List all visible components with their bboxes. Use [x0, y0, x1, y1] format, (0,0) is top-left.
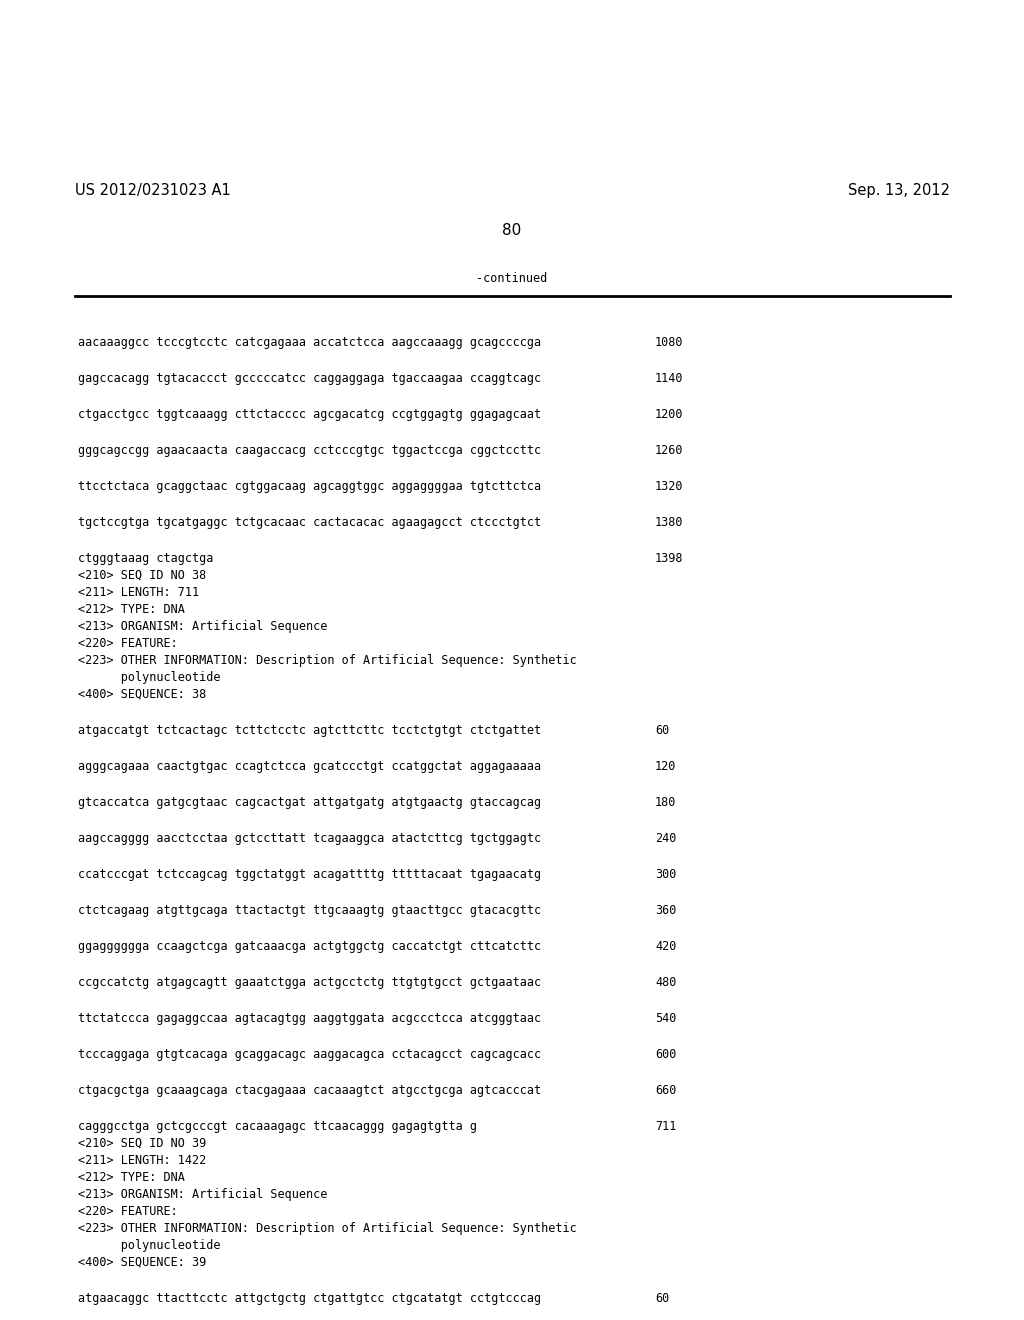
Text: <211> LENGTH: 711: <211> LENGTH: 711: [78, 586, 199, 599]
Text: 711: 711: [655, 1119, 677, 1133]
Text: 480: 480: [655, 975, 677, 989]
Text: 420: 420: [655, 940, 677, 953]
Text: ttctatccca gagaggccaa agtacagtgg aaggtggata acgccctcca atcgggtaac: ttctatccca gagaggccaa agtacagtgg aaggtgg…: [78, 1012, 541, 1026]
Text: ctgggtaaag ctagctga: ctgggtaaag ctagctga: [78, 552, 213, 565]
Text: <212> TYPE: DNA: <212> TYPE: DNA: [78, 603, 185, 616]
Text: US 2012/0231023 A1: US 2012/0231023 A1: [75, 183, 230, 198]
Text: <223> OTHER INFORMATION: Description of Artificial Sequence: Synthetic: <223> OTHER INFORMATION: Description of …: [78, 1222, 577, 1236]
Text: <213> ORGANISM: Artificial Sequence: <213> ORGANISM: Artificial Sequence: [78, 1188, 328, 1201]
Text: -continued: -continued: [476, 272, 548, 285]
Text: 120: 120: [655, 760, 677, 774]
Text: aacaaaggcc tcccgtcctc catcgagaaa accatctcca aagccaaagg gcagccccga: aacaaaggcc tcccgtcctc catcgagaaa accatct…: [78, 337, 541, 348]
Text: tgctccgtga tgcatgaggc tctgcacaac cactacacac agaagagcct ctccctgtct: tgctccgtga tgcatgaggc tctgcacaac cactaca…: [78, 516, 541, 529]
Text: polynucleotide: polynucleotide: [78, 1239, 220, 1251]
Text: 1200: 1200: [655, 408, 683, 421]
Text: 540: 540: [655, 1012, 677, 1026]
Text: ctgacctgcc tggtcaaagg cttctacccc agcgacatcg ccgtggagtg ggagagcaat: ctgacctgcc tggtcaaagg cttctacccc agcgaca…: [78, 408, 541, 421]
Text: ctctcagaag atgttgcaga ttactactgt ttgcaaagtg gtaacttgcc gtacacgttc: ctctcagaag atgttgcaga ttactactgt ttgcaaa…: [78, 904, 541, 917]
Text: <220> FEATURE:: <220> FEATURE:: [78, 1205, 178, 1218]
Text: <210> SEQ ID NO 38: <210> SEQ ID NO 38: [78, 569, 206, 582]
Text: ctgacgctga gcaaagcaga ctacgagaaa cacaaagtct atgcctgcga agtcacccat: ctgacgctga gcaaagcaga ctacgagaaa cacaaag…: [78, 1084, 541, 1097]
Text: polynucleotide: polynucleotide: [78, 671, 220, 684]
Text: <400> SEQUENCE: 38: <400> SEQUENCE: 38: [78, 688, 206, 701]
Text: 60: 60: [655, 1292, 670, 1305]
Text: 60: 60: [655, 723, 670, 737]
Text: <220> FEATURE:: <220> FEATURE:: [78, 638, 178, 649]
Text: agggcagaaa caactgtgac ccagtctcca gcatccctgt ccatggctat aggagaaaaa: agggcagaaa caactgtgac ccagtctcca gcatccc…: [78, 760, 541, 774]
Text: ttcctctaca gcaggctaac cgtggacaag agcaggtggc aggaggggaa tgtcttctca: ttcctctaca gcaggctaac cgtggacaag agcaggt…: [78, 480, 541, 492]
Text: <213> ORGANISM: Artificial Sequence: <213> ORGANISM: Artificial Sequence: [78, 620, 328, 634]
Text: atgaacaggc ttacttcctc attgctgctg ctgattgtcc ctgcatatgt cctgtcccag: atgaacaggc ttacttcctc attgctgctg ctgattg…: [78, 1292, 541, 1305]
Text: 1260: 1260: [655, 444, 683, 457]
Text: gagccacagg tgtacaccct gcccccatcc caggaggaga tgaccaagaa ccaggtcagc: gagccacagg tgtacaccct gcccccatcc caggagg…: [78, 372, 541, 385]
Text: 80: 80: [503, 223, 521, 238]
Text: <212> TYPE: DNA: <212> TYPE: DNA: [78, 1171, 185, 1184]
Text: ccatcccgat tctccagcag tggctatggt acagattttg tttttacaat tgagaacatg: ccatcccgat tctccagcag tggctatggt acagatt…: [78, 869, 541, 880]
Text: ggagggggga ccaagctcga gatcaaacga actgtggctg caccatctgt cttcatcttc: ggagggggga ccaagctcga gatcaaacga actgtgg…: [78, 940, 541, 953]
Text: 240: 240: [655, 832, 677, 845]
Text: <210> SEQ ID NO 39: <210> SEQ ID NO 39: [78, 1137, 206, 1150]
Text: <223> OTHER INFORMATION: Description of Artificial Sequence: Synthetic: <223> OTHER INFORMATION: Description of …: [78, 653, 577, 667]
Text: 1140: 1140: [655, 372, 683, 385]
Text: ccgccatctg atgagcagtt gaaatctgga actgcctctg ttgtgtgcct gctgaataac: ccgccatctg atgagcagtt gaaatctgga actgcct…: [78, 975, 541, 989]
Text: cagggcctga gctcgcccgt cacaaagagc ttcaacaggg gagagtgtta g: cagggcctga gctcgcccgt cacaaagagc ttcaaca…: [78, 1119, 477, 1133]
Text: 300: 300: [655, 869, 677, 880]
Text: 660: 660: [655, 1084, 677, 1097]
Text: gtcaccatca gatgcgtaac cagcactgat attgatgatg atgtgaactg gtaccagcag: gtcaccatca gatgcgtaac cagcactgat attgatg…: [78, 796, 541, 809]
Text: <400> SEQUENCE: 39: <400> SEQUENCE: 39: [78, 1257, 206, 1269]
Text: 1080: 1080: [655, 337, 683, 348]
Text: gggcagccgg agaacaacta caagaccacg cctcccgtgc tggactccga cggctccttc: gggcagccgg agaacaacta caagaccacg cctcccg…: [78, 444, 541, 457]
Text: Sep. 13, 2012: Sep. 13, 2012: [848, 183, 950, 198]
Text: tcccaggaga gtgtcacaga gcaggacagc aaggacagca cctacagcct cagcagcacc: tcccaggaga gtgtcacaga gcaggacagc aaggaca…: [78, 1048, 541, 1061]
Text: atgaccatgt tctcactagc tcttctcctc agtcttcttc tcctctgtgt ctctgattet: atgaccatgt tctcactagc tcttctcctc agtcttc…: [78, 723, 541, 737]
Text: 1380: 1380: [655, 516, 683, 529]
Text: aagccagggg aacctcctaa gctccttatt tcagaaggca atactcttcg tgctggagtc: aagccagggg aacctcctaa gctccttatt tcagaag…: [78, 832, 541, 845]
Text: 1320: 1320: [655, 480, 683, 492]
Text: 180: 180: [655, 796, 677, 809]
Text: <211> LENGTH: 1422: <211> LENGTH: 1422: [78, 1154, 206, 1167]
Text: 1398: 1398: [655, 552, 683, 565]
Text: 360: 360: [655, 904, 677, 917]
Text: 600: 600: [655, 1048, 677, 1061]
